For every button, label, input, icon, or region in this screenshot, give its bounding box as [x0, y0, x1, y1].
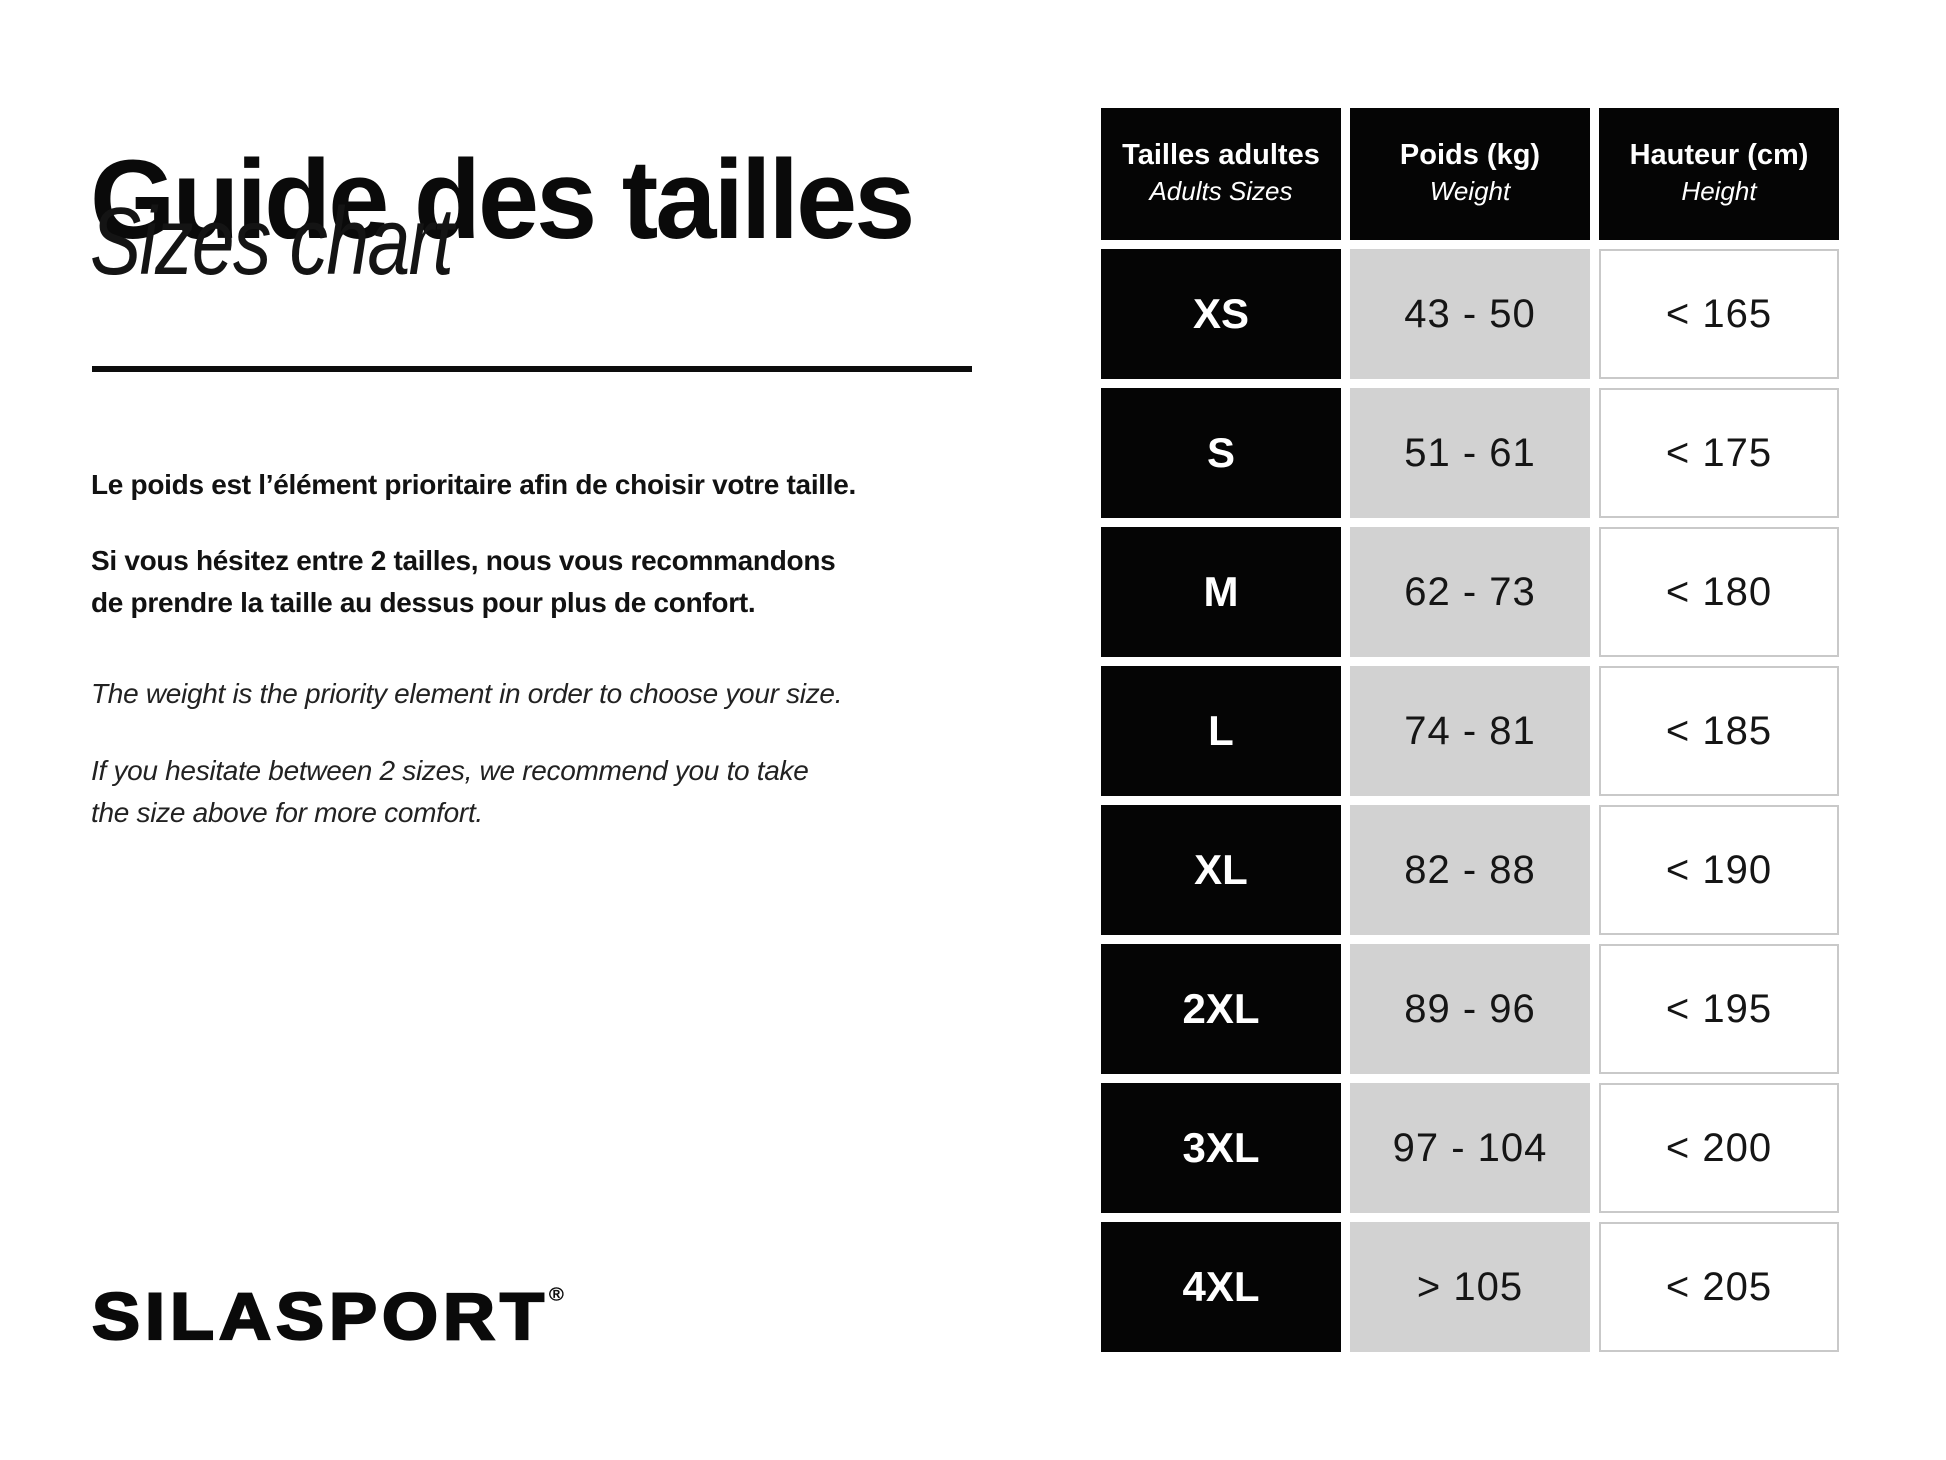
header-sizes-en: Adults Sizes [1149, 176, 1293, 207]
intro-fr-hesitate: Si vous hésitez entre 2 tailles, nous vo… [91, 540, 836, 624]
size-label: XL [1194, 846, 1248, 893]
size-label: XS [1192, 290, 1250, 337]
intro-en-hesitate-line1: If you hesitate between 2 sizes, we reco… [91, 755, 809, 786]
height-value: < 185 [1665, 708, 1773, 753]
height-cell: < 200 [1599, 1083, 1839, 1213]
height-value: < 175 [1665, 430, 1773, 475]
intro-en-hesitate-line2: the size above for more comfort. [91, 797, 483, 828]
header-cell-height: Hauteur (cm) Height [1599, 108, 1839, 240]
height-value: < 200 [1665, 1125, 1773, 1170]
size-label: L [1208, 707, 1234, 754]
weight-value: 43 - 50 [1404, 291, 1536, 336]
intro-fr-priority: Le poids est l’élément prioritaire afin … [91, 469, 857, 500]
header-sizes-fr: Tailles adultes [1122, 139, 1320, 172]
intro-en-priority: The weight is the priority element in or… [91, 678, 843, 709]
weight-value: > 105 [1416, 1264, 1524, 1309]
header-weight-en: Weight [1429, 176, 1511, 207]
height-value: < 205 [1665, 1264, 1773, 1309]
weight-cell: 62 - 73 [1350, 527, 1590, 657]
height-cell: < 205 [1599, 1222, 1839, 1352]
size-label: 3XL [1182, 1124, 1260, 1171]
weight-value: 89 - 96 [1404, 986, 1536, 1031]
page-title: Guide des tailles [90, 137, 915, 263]
height-cell: < 185 [1599, 666, 1839, 796]
registered-mark: ® [549, 1284, 564, 1306]
height-value: < 180 [1665, 569, 1773, 614]
size-table: Tailles adultes Adults Sizes Poids (kg) … [1101, 108, 1839, 1352]
weight-value: 51 - 61 [1404, 430, 1536, 475]
size-cell: 4XL [1101, 1222, 1341, 1352]
size-label: 2XL [1182, 985, 1260, 1032]
height-value: < 195 [1665, 986, 1773, 1031]
weight-value: 82 - 88 [1404, 847, 1536, 892]
height-cell: < 195 [1599, 944, 1839, 1074]
weight-cell: 97 - 104 [1350, 1083, 1590, 1213]
weight-cell: > 105 [1350, 1222, 1590, 1352]
size-label: 4XL [1182, 1263, 1260, 1310]
header-height-en: Height [1681, 176, 1757, 207]
header-height-fr: Hauteur (cm) [1629, 139, 1809, 172]
size-cell: S [1101, 388, 1341, 518]
height-cell: < 190 [1599, 805, 1839, 935]
weight-value: 74 - 81 [1404, 708, 1536, 753]
height-value: < 165 [1665, 291, 1773, 336]
weight-value: 97 - 104 [1392, 1125, 1548, 1170]
intro-fr-hesitate-line2: de prendre la taille au dessus pour plus… [91, 587, 756, 618]
divider [92, 366, 972, 372]
brand-logo-text: SILASPORT [91, 1280, 550, 1354]
size-cell: 3XL [1101, 1083, 1341, 1213]
page-subtitle: Sizes chart [90, 188, 454, 295]
weight-cell: 89 - 96 [1350, 944, 1590, 1074]
weight-cell: 74 - 81 [1350, 666, 1590, 796]
weight-cell: 82 - 88 [1350, 805, 1590, 935]
size-label: S [1206, 429, 1235, 476]
weight-value: 62 - 73 [1404, 569, 1536, 614]
height-cell: < 180 [1599, 527, 1839, 657]
header-weight-fr: Poids (kg) [1399, 139, 1541, 172]
size-cell: 2XL [1101, 944, 1341, 1074]
weight-cell: 43 - 50 [1350, 249, 1590, 379]
size-cell: L [1101, 666, 1341, 796]
size-cell: XS [1101, 249, 1341, 379]
height-value: < 190 [1665, 847, 1773, 892]
header-cell-weight: Poids (kg) Weight [1350, 108, 1590, 240]
weight-cell: 51 - 61 [1350, 388, 1590, 518]
size-cell: M [1101, 527, 1341, 657]
intro-fr-hesitate-line1: Si vous hésitez entre 2 tailles, nous vo… [91, 545, 836, 576]
brand-logo: SILASPORT® [91, 1283, 564, 1352]
intro-en-hesitate: If you hesitate between 2 sizes, we reco… [91, 750, 809, 834]
size-cell: XL [1101, 805, 1341, 935]
height-cell: < 175 [1599, 388, 1839, 518]
height-cell: < 165 [1599, 249, 1839, 379]
size-label: M [1203, 568, 1239, 615]
header-cell-sizes: Tailles adultes Adults Sizes [1101, 108, 1341, 240]
